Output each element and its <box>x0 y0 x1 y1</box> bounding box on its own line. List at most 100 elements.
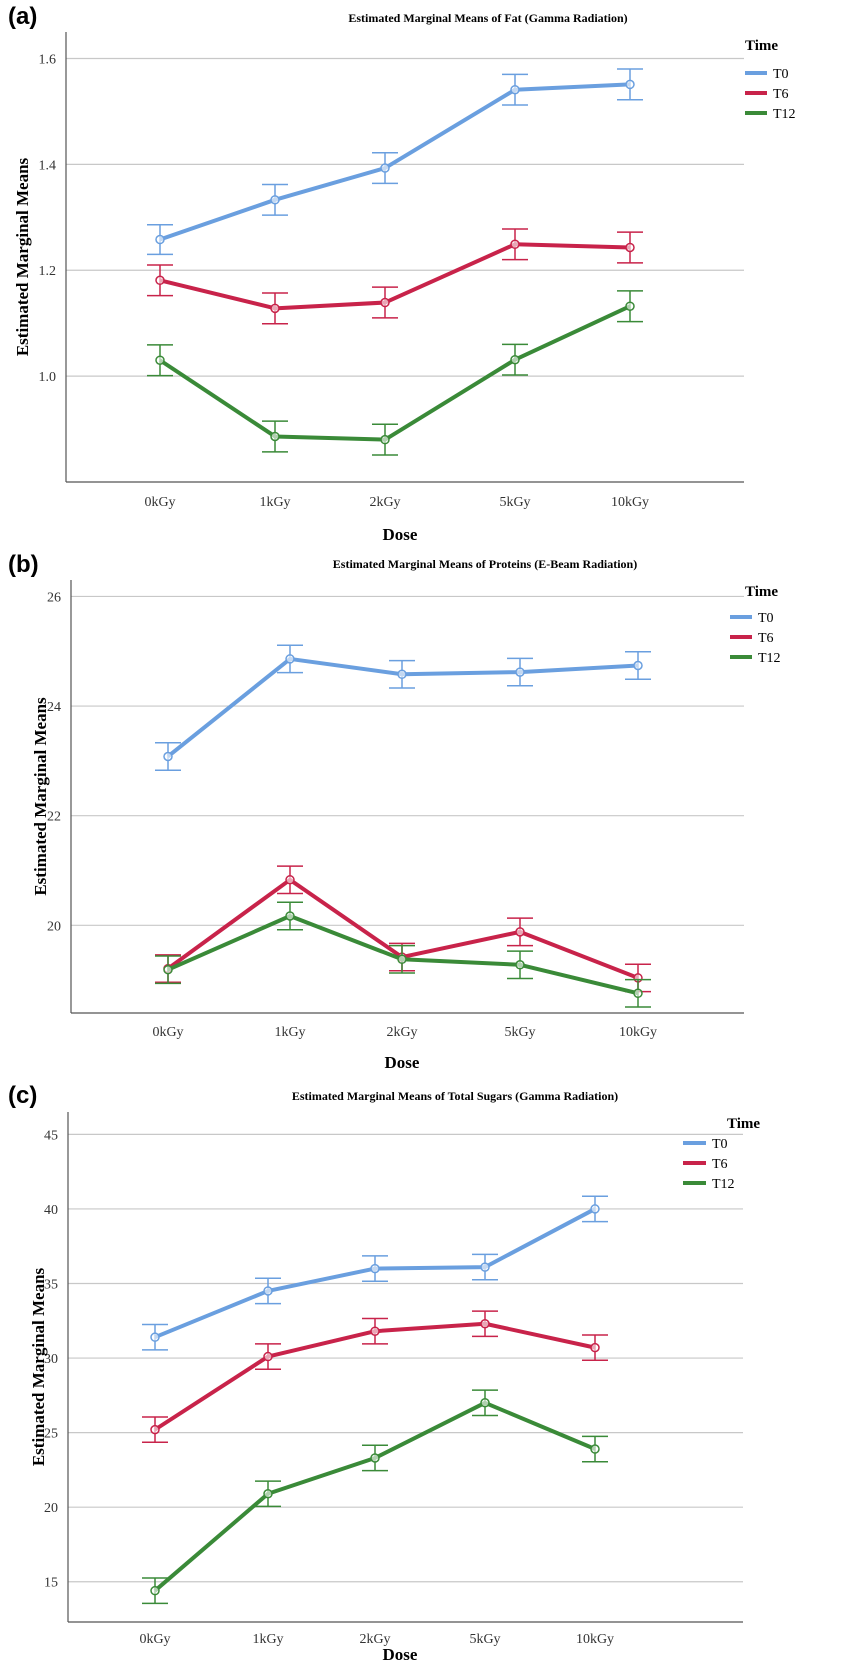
legend-title: Time <box>745 584 778 600</box>
legend-title: Time <box>745 38 778 54</box>
data-point <box>150 1424 160 1435</box>
data-point <box>270 195 280 205</box>
data-point <box>510 239 520 250</box>
data-point <box>163 751 173 762</box>
chart-title: Estimated Marginal Means of Proteins (E-… <box>333 557 637 571</box>
legend-label: T0 <box>712 1137 728 1152</box>
chart-panel: (b) Estimated Marginal Means of Proteins … <box>8 551 781 1072</box>
x-tick-label: 10kGy <box>611 495 649 510</box>
data-point <box>155 234 165 245</box>
series-line <box>159 82 631 242</box>
chart-panel: (c) Estimated Marginal Means of Total Sug… <box>8 1082 760 1664</box>
y-tick-label: 35 <box>44 1277 58 1292</box>
x-tick-label: 2kGy <box>359 1632 390 1647</box>
data-point <box>397 954 407 965</box>
series-line <box>153 1400 596 1593</box>
legend-label: T6 <box>712 1157 728 1172</box>
y-tick-label: 25 <box>44 1427 58 1442</box>
panel-label: (b) <box>8 551 39 578</box>
y-tick-label: 20 <box>44 1501 58 1516</box>
data-point <box>380 297 390 308</box>
data-point <box>515 927 525 937</box>
data-point <box>515 960 525 970</box>
x-tick-label: 10kGy <box>619 1025 657 1040</box>
data-point <box>515 667 525 677</box>
x-tick-label: 0kGy <box>152 1025 183 1040</box>
data-point <box>285 875 295 885</box>
data-point <box>150 1585 160 1596</box>
data-point <box>625 301 635 311</box>
data-point <box>270 303 280 314</box>
y-tick-label: 24 <box>47 700 61 715</box>
data-point <box>510 354 520 365</box>
x-tick-label: 1kGy <box>259 495 290 510</box>
x-tick-label: 5kGy <box>504 1025 535 1040</box>
y-tick-label: 26 <box>47 590 61 605</box>
y-axis-title: Estimated Marginal Means <box>31 697 50 896</box>
y-tick-label: 20 <box>47 919 61 934</box>
y-tick-label: 15 <box>44 1576 58 1591</box>
x-tick-label: 1kGy <box>252 1632 283 1647</box>
y-axis-title: Estimated Marginal Means <box>13 157 32 356</box>
x-tick-label: 0kGy <box>144 495 175 510</box>
data-point <box>480 1398 490 1408</box>
data-point <box>480 1262 490 1272</box>
x-tick-label: 2kGy <box>386 1025 417 1040</box>
data-point <box>263 1286 273 1296</box>
data-point <box>285 911 295 921</box>
y-tick-label: 40 <box>44 1203 58 1218</box>
data-point <box>270 431 280 442</box>
x-axis-title: Dose <box>383 1645 418 1664</box>
x-tick-label: 2kGy <box>369 495 400 510</box>
data-point <box>397 669 407 680</box>
panel-label: (a) <box>8 3 37 30</box>
y-tick-label: 30 <box>44 1352 58 1367</box>
data-point <box>370 1453 380 1463</box>
y-tick-label: 1.6 <box>39 52 57 67</box>
chart-title: Estimated Marginal Means of Fat (Gamma R… <box>348 11 627 25</box>
data-point <box>633 988 643 999</box>
legend-label: T0 <box>758 611 774 626</box>
y-tick-label: 1.2 <box>39 264 57 279</box>
x-axis-title: Dose <box>385 1053 420 1072</box>
y-tick-label: 1.0 <box>39 370 57 385</box>
data-point <box>263 1351 273 1362</box>
data-point <box>155 275 165 286</box>
x-tick-label: 0kGy <box>139 1632 170 1647</box>
data-point <box>370 1326 380 1336</box>
legend-label: T12 <box>758 651 781 666</box>
data-point <box>370 1263 380 1274</box>
data-point <box>285 654 295 664</box>
data-point <box>380 434 390 445</box>
y-tick-label: 1.4 <box>39 158 57 173</box>
legend-label: T12 <box>773 107 796 122</box>
y-axis-title: Estimated Marginal Means <box>29 1267 48 1466</box>
x-tick-label: 10kGy <box>576 1632 614 1647</box>
data-point <box>380 163 390 173</box>
data-point <box>155 355 165 365</box>
panel-label: (c) <box>8 1082 37 1109</box>
data-point <box>633 660 643 671</box>
x-tick-label: 5kGy <box>499 495 530 510</box>
data-point <box>625 79 635 90</box>
chart-panel: (a) Estimated Marginal Means of Fat (Gamm… <box>8 3 796 544</box>
legend-label: T0 <box>773 67 789 82</box>
legend-label: T6 <box>758 631 774 646</box>
series-line <box>158 304 631 442</box>
data-point <box>150 1332 160 1342</box>
legend-label: T6 <box>773 87 789 102</box>
data-point <box>625 242 635 253</box>
x-tick-label: 1kGy <box>274 1025 305 1040</box>
data-point <box>590 1444 600 1454</box>
data-point <box>263 1489 273 1499</box>
data-point <box>590 1342 600 1353</box>
x-axis-title: Dose <box>383 525 418 544</box>
y-tick-label: 22 <box>47 810 61 825</box>
data-point <box>590 1204 600 1214</box>
data-point <box>163 964 173 975</box>
series-line <box>159 242 631 311</box>
data-point <box>480 1319 490 1329</box>
y-tick-label: 45 <box>44 1128 58 1143</box>
data-point <box>510 84 520 95</box>
